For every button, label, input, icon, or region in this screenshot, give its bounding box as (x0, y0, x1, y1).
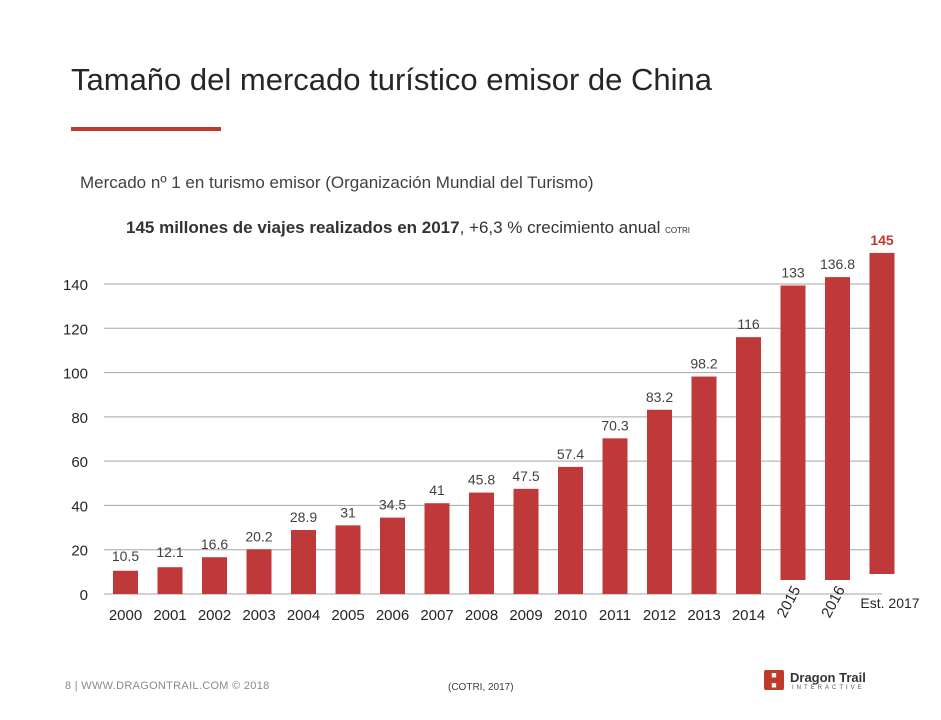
bar (335, 525, 361, 594)
y-tick-label: 20 (71, 543, 88, 560)
bar (246, 549, 272, 594)
data-label: 116 (737, 316, 760, 332)
y-tick-label: 60 (71, 454, 88, 471)
bar (291, 530, 316, 594)
data-label: 70.3 (601, 417, 628, 433)
data-label: 12.1 (156, 544, 183, 560)
bar (157, 567, 183, 594)
bar (380, 517, 405, 594)
x-tick-label: 2010 (554, 607, 587, 624)
footer-source: (COTRI, 2017) (448, 682, 514, 693)
data-label: 16.6 (201, 536, 228, 552)
x-tick-label: 2007 (420, 607, 453, 624)
x-tick-label: 2009 (509, 607, 542, 624)
x-tick-label: 2014 (732, 607, 765, 624)
y-tick-label: 0 (80, 587, 88, 604)
data-label: 133 (781, 265, 805, 281)
data-label: 20.2 (245, 528, 272, 544)
y-tick-label: 120 (63, 321, 88, 338)
x-tick-label: 2016 (818, 583, 849, 620)
x-tick-label: 2015 (774, 583, 805, 620)
x-tick-label: 2013 (687, 607, 720, 624)
x-tick-label: 2001 (153, 607, 186, 624)
x-tick-label: 2006 (376, 607, 409, 624)
headline-rest: , +6,3 % crecimiento anual (459, 218, 666, 237)
logo-name: Dragon Trail (790, 670, 866, 685)
x-tick-label: 2012 (643, 607, 676, 624)
data-label: 83.2 (646, 389, 673, 405)
y-tick-label: 80 (71, 410, 88, 427)
bar (113, 570, 138, 594)
data-label: 28.9 (290, 509, 317, 525)
bar (647, 409, 672, 594)
x-tick-label: 2002 (198, 607, 231, 624)
x-tick-label: 2000 (109, 607, 142, 624)
data-label: 34.5 (379, 497, 406, 513)
slide-title: Tamaño del mercado turístico emisor de C… (71, 62, 712, 97)
data-label: 41 (429, 482, 445, 498)
data-label: 10.5 (112, 548, 139, 564)
bar (736, 337, 761, 594)
bar (513, 488, 539, 594)
logo-mark-icon: ■ ■ (764, 670, 784, 690)
bar (691, 376, 717, 594)
bar (825, 277, 850, 580)
bar (780, 285, 806, 580)
data-label: 145 (870, 232, 894, 248)
bar (558, 466, 583, 594)
data-label: 47.5 (512, 468, 539, 484)
title-underline (71, 127, 221, 131)
slide-subtitle: Mercado nº 1 en turismo emisor (Organiza… (80, 173, 594, 192)
data-label: 31 (340, 504, 356, 520)
dragon-trail-logo: ■ ■ Dragon Trail INTERACTIVE (764, 670, 884, 696)
data-label: 57.4 (557, 446, 584, 462)
headline-source: COTRI (665, 226, 690, 235)
bar (869, 252, 895, 574)
y-tick-label: 140 (63, 277, 88, 294)
x-tick-label: 2005 (331, 607, 364, 624)
bar-chart: 0 20 40 60 80 100 120 140 10.5 2000 12.1 2001 16.6 20… (63, 232, 920, 624)
x-tick-label: 2003 (242, 607, 275, 624)
bar (602, 438, 628, 594)
bar (424, 503, 450, 594)
data-label: 98.2 (690, 356, 717, 372)
x-tick-label: 2011 (599, 607, 631, 624)
footer-page-info: 8 | WWW.DRAGONTRAIL.COM © 2018 (65, 680, 270, 692)
y-tick-label: 40 (71, 498, 88, 515)
x-tick-label: Est. 2017 (860, 595, 919, 611)
bar (469, 492, 494, 594)
x-tick-label: 2004 (287, 607, 320, 624)
data-label: 45.8 (468, 472, 495, 488)
bar (202, 557, 227, 594)
data-label: 136.8 (820, 256, 855, 272)
headline-bold: 145 millones de viajes realizados en 201… (126, 218, 460, 237)
y-tick-label: 100 (63, 366, 88, 383)
logo-subtitle: INTERACTIVE (792, 685, 865, 691)
x-tick-label: 2008 (465, 607, 498, 624)
headline: 145 millones de viajes realizados en 201… (126, 218, 690, 238)
